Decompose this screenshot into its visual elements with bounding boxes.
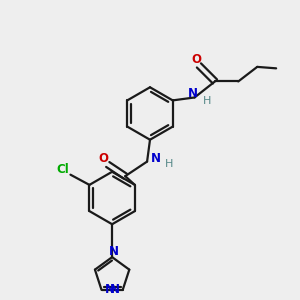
Text: N: N bbox=[109, 245, 118, 258]
Text: O: O bbox=[98, 152, 108, 165]
Text: N: N bbox=[151, 152, 161, 165]
Text: H: H bbox=[202, 96, 211, 106]
Text: Cl: Cl bbox=[56, 163, 69, 176]
Text: O: O bbox=[191, 52, 201, 65]
Text: N: N bbox=[110, 283, 120, 296]
Text: H: H bbox=[165, 160, 173, 170]
Text: N: N bbox=[188, 88, 198, 100]
Text: N: N bbox=[105, 283, 115, 296]
